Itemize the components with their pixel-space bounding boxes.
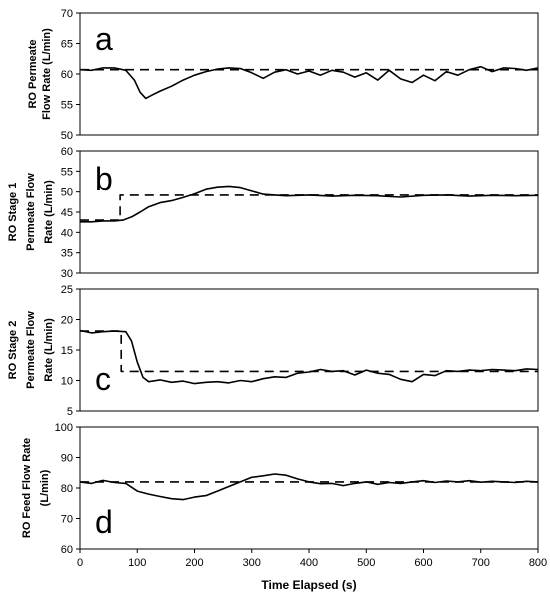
y-tick-label: 55 — [61, 100, 73, 112]
panel-b: 30 35 40 45 50 55 60 RO Stage 1 Permeate Flow Rat… — [7, 146, 539, 280]
y-axis-label: Permeate Flow — [25, 311, 37, 389]
y-tick-label: 50 — [61, 130, 73, 142]
y-tick-label: 45 — [61, 207, 73, 219]
setpoint-line — [80, 194, 538, 221]
y-tick-label: 90 — [61, 453, 73, 465]
x-tick-label: 600 — [414, 557, 432, 569]
plot-frame — [79, 150, 539, 274]
y-axis-label: RO Stage 2 — [7, 321, 19, 380]
y-tick-label: 65 — [61, 39, 73, 51]
panel-letter: b — [95, 161, 113, 197]
measured-line — [79, 329, 539, 385]
y-tick-label: 25 — [61, 284, 73, 296]
y-tick-label: 30 — [61, 268, 73, 280]
y-tick-label: 100 — [55, 422, 73, 434]
x-tick-label: 0 — [77, 557, 83, 569]
y-tick-label: 40 — [61, 227, 73, 239]
y-tick-label: 50 — [61, 187, 73, 199]
y-tick-label: 5 — [67, 406, 73, 418]
y-tick-label: 60 — [61, 69, 73, 81]
plot-frame — [79, 12, 539, 136]
panel-letter: d — [95, 504, 113, 540]
x-tick-label: 300 — [243, 557, 261, 569]
y-axis-label: RO Stage 1 — [7, 183, 19, 242]
y-axis-label: (L/min) — [39, 469, 51, 506]
y-axis-label: Rate (L/min) — [43, 318, 55, 382]
x-tick-label: 800 — [529, 557, 547, 569]
y-tick-label: 55 — [61, 166, 73, 178]
y-tick-label: 80 — [61, 483, 73, 495]
plot-frame — [79, 426, 539, 550]
y-axis-label: RO Permeate — [27, 39, 39, 108]
x-tick-label: 100 — [128, 557, 146, 569]
y-tick-label: 10 — [61, 376, 73, 388]
y-tick-label: 70 — [61, 8, 73, 20]
x-tick-label: 200 — [185, 557, 203, 569]
y-axis-label: Rate (L/min) — [43, 180, 55, 244]
panel-letter: a — [95, 21, 113, 57]
y-tick-label: 20 — [61, 315, 73, 327]
setpoint-line — [80, 330, 538, 373]
y-tick-label: 35 — [61, 248, 73, 260]
measured-line — [80, 185, 539, 223]
y-axis-label: Flow Rate (L/min) — [41, 28, 53, 120]
y-tick-label: 70 — [61, 514, 73, 526]
y-tick-label: 60 — [61, 544, 73, 556]
y-axis-label: RO Feed Flow Rate — [21, 438, 33, 538]
measured-line — [79, 65, 539, 100]
x-tick-label: 700 — [472, 557, 490, 569]
y-axis-label: Permeate Flow — [25, 173, 37, 251]
panel-letter: c — [95, 361, 111, 397]
panel-d: 60 70 80 90 100 0 100 200 300 400 500 600 700 800 RO F… — [21, 422, 547, 592]
y-tick-label: 60 — [61, 146, 73, 158]
y-tick-label: 15 — [61, 345, 73, 357]
x-tick-label: 500 — [357, 557, 375, 569]
plot-frame — [79, 288, 539, 412]
measured-line — [79, 473, 539, 501]
x-axis-label: Time Elapsed (s) — [261, 578, 356, 592]
panel-a: 50 55 60 65 70 RO Permeate Flow Rate (L/min) a — [27, 8, 539, 142]
panel-c: 5 10 15 20 25 RO Stage 2 Permeate Flow Rate (L/… — [7, 284, 539, 418]
x-tick-label: 400 — [300, 557, 318, 569]
